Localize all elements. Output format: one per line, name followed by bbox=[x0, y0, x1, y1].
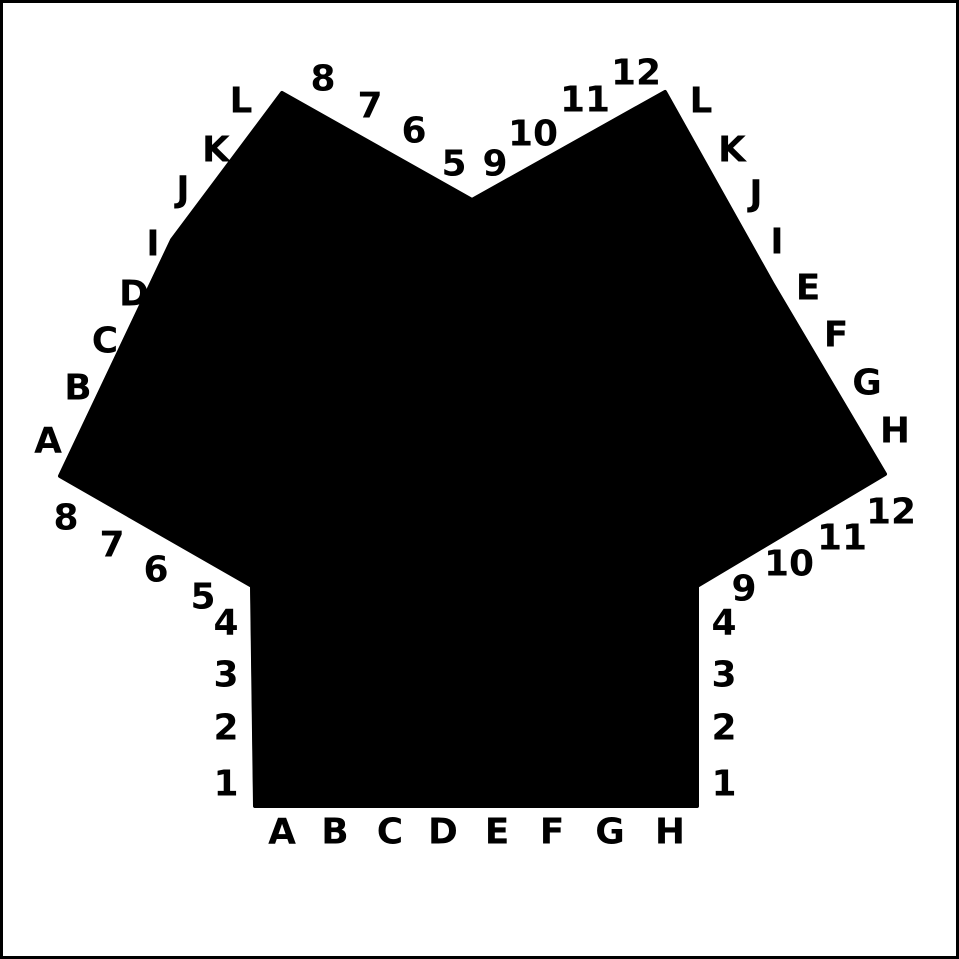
square-bottom-A1[interactable] bbox=[254, 743, 309, 806]
right-edge-rank-label-12: 12 bbox=[866, 492, 916, 533]
top-left-rank-label-8: 8 bbox=[310, 59, 335, 100]
right-edge-file-label-F: F bbox=[824, 315, 849, 356]
left-rank-label-3: 3 bbox=[213, 655, 238, 696]
left-rank-label-4: 4 bbox=[213, 603, 238, 644]
right-edge-file-label-K: K bbox=[718, 130, 747, 171]
right-edge-file-label-J: J bbox=[746, 174, 762, 215]
bottom-file-label-F: F bbox=[540, 812, 565, 853]
right-edge-file-label-L: L bbox=[690, 81, 713, 122]
bottom-file-label-H: H bbox=[655, 812, 685, 853]
right-rank-label-1: 1 bbox=[711, 764, 736, 805]
left-edge-file-label-A: A bbox=[34, 421, 62, 462]
left-rank-label-1: 1 bbox=[213, 764, 238, 805]
square-bottom-D1[interactable] bbox=[418, 719, 472, 806]
left-edge-file-label-D: D bbox=[119, 274, 149, 315]
square-bottom-G1[interactable] bbox=[585, 735, 641, 806]
left-edge-file-label-K: K bbox=[202, 130, 231, 171]
right-edge-file-label-G: G bbox=[852, 363, 882, 404]
left-edge-file-label-I: I bbox=[146, 224, 159, 265]
square-bottom-B1[interactable] bbox=[309, 735, 364, 806]
square-bottom-C1[interactable] bbox=[363, 727, 418, 806]
top-right-rank-label-11: 11 bbox=[560, 80, 610, 121]
top-right-rank-label-12: 12 bbox=[611, 53, 661, 94]
top-left-rank-label-5: 5 bbox=[441, 144, 466, 185]
left-edge-file-label-J: J bbox=[173, 170, 189, 211]
right-edge-rank-label-11: 11 bbox=[817, 518, 867, 559]
top-right-rank-label-10: 10 bbox=[508, 114, 558, 155]
right-rank-label-3: 3 bbox=[711, 655, 736, 696]
right-edge-rank-label-9: 9 bbox=[731, 569, 756, 610]
right-edge-file-label-H: H bbox=[880, 411, 910, 452]
left-edge-rank-label-5: 5 bbox=[190, 577, 215, 618]
square-bottom-H1[interactable] bbox=[641, 743, 697, 806]
bottom-file-label-D: D bbox=[428, 812, 458, 853]
left-edge-rank-label-8: 8 bbox=[53, 498, 78, 539]
bottom-file-label-G: G bbox=[595, 812, 625, 853]
square-bottom-F1[interactable] bbox=[528, 727, 584, 806]
bottom-file-label-E: E bbox=[485, 812, 510, 853]
left-edge-file-label-B: B bbox=[64, 368, 91, 409]
right-edge-rank-label-10: 10 bbox=[764, 544, 814, 585]
left-edge-rank-label-7: 7 bbox=[99, 525, 124, 566]
top-right-rank-label-9: 9 bbox=[482, 144, 507, 185]
top-left-rank-label-7: 7 bbox=[357, 86, 382, 127]
top-left-rank-label-6: 6 bbox=[401, 111, 426, 152]
right-edge-file-label-I: I bbox=[770, 222, 783, 263]
bottom-file-label-B: B bbox=[321, 812, 348, 853]
left-edge-file-label-L: L bbox=[230, 81, 253, 122]
right-edge-file-label-E: E bbox=[796, 268, 821, 309]
bottom-file-label-A: A bbox=[268, 812, 296, 853]
square-bottom-E1[interactable] bbox=[472, 719, 528, 806]
left-rank-label-2: 2 bbox=[213, 708, 238, 749]
right-rank-label-2: 2 bbox=[711, 708, 736, 749]
left-edge-file-label-C: C bbox=[92, 321, 118, 362]
bottom-file-label-C: C bbox=[377, 812, 403, 853]
left-edge-rank-label-6: 6 bbox=[143, 550, 168, 591]
